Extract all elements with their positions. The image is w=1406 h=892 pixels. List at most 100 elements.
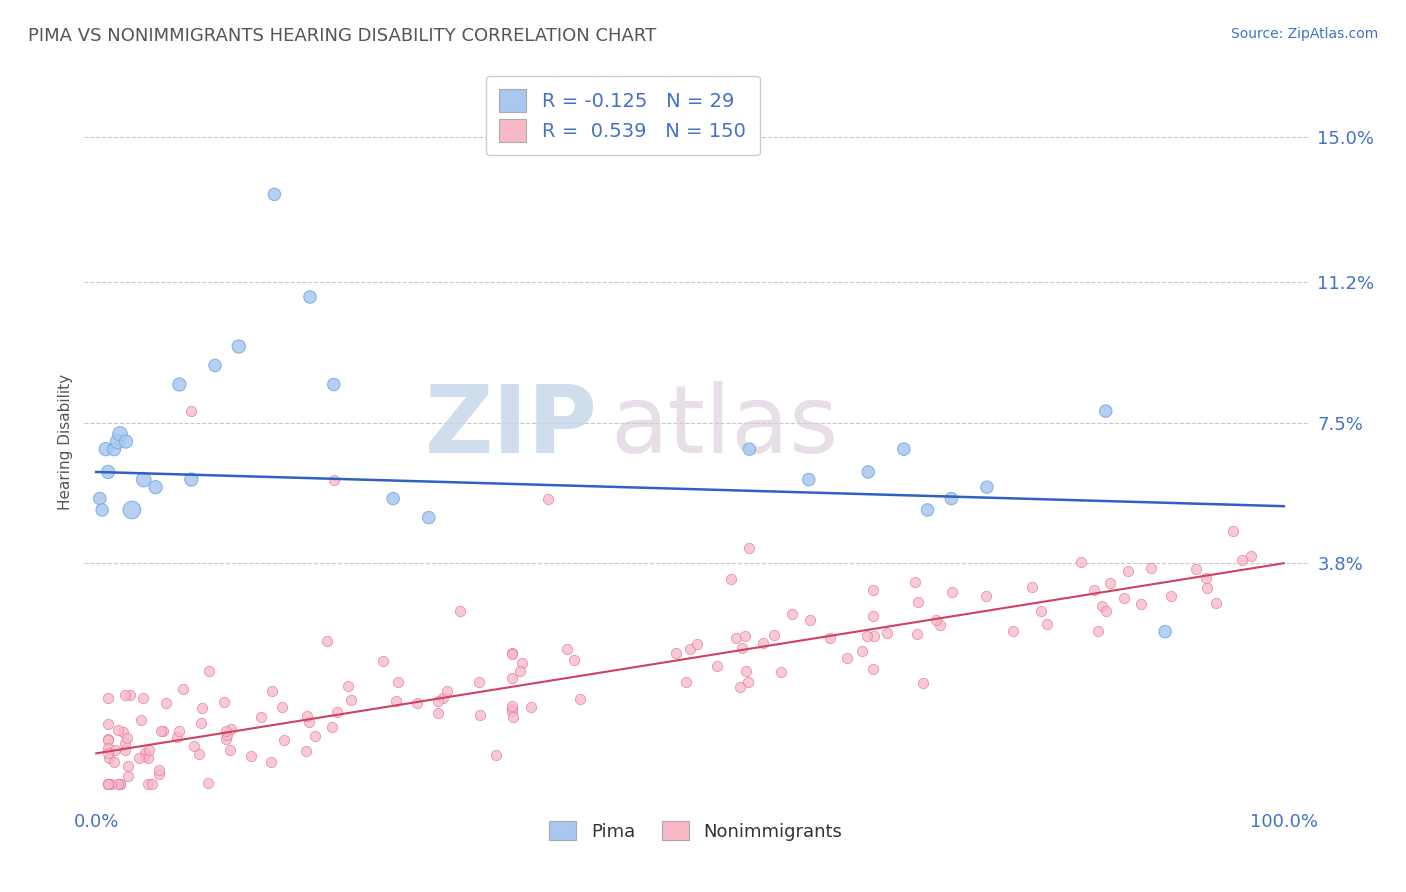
Point bbox=[520, 700, 543, 714]
Point bbox=[436, 684, 458, 698]
Point bbox=[148, 767, 170, 781]
Point bbox=[1205, 596, 1227, 610]
Point bbox=[97, 777, 120, 791]
Point bbox=[89, 491, 111, 506]
Point bbox=[111, 724, 134, 739]
Point bbox=[114, 688, 136, 702]
Point bbox=[406, 696, 429, 710]
Point bbox=[925, 613, 948, 627]
Point bbox=[340, 693, 363, 707]
Point bbox=[204, 359, 226, 373]
Point bbox=[917, 503, 939, 517]
Point bbox=[108, 426, 131, 441]
Point bbox=[928, 617, 950, 632]
Point bbox=[449, 604, 471, 618]
Point bbox=[188, 747, 211, 761]
Point bbox=[799, 613, 821, 627]
Point bbox=[298, 714, 321, 729]
Point bbox=[326, 706, 349, 720]
Point bbox=[97, 732, 120, 747]
Point bbox=[501, 702, 523, 716]
Point bbox=[114, 743, 136, 757]
Point bbox=[131, 714, 153, 728]
Point bbox=[322, 473, 344, 487]
Point bbox=[385, 694, 408, 708]
Point bbox=[1195, 571, 1218, 585]
Point bbox=[1197, 581, 1219, 595]
Point bbox=[568, 691, 591, 706]
Point bbox=[1118, 564, 1140, 578]
Point bbox=[103, 755, 125, 769]
Point bbox=[169, 377, 191, 392]
Point bbox=[94, 442, 117, 457]
Point bbox=[555, 642, 578, 657]
Text: atlas: atlas bbox=[610, 381, 838, 473]
Point bbox=[104, 743, 127, 757]
Point bbox=[907, 595, 929, 609]
Point bbox=[862, 609, 884, 624]
Point bbox=[152, 724, 174, 739]
Point bbox=[797, 473, 820, 487]
Point bbox=[856, 465, 879, 479]
Point bbox=[1091, 599, 1114, 613]
Point bbox=[501, 647, 523, 661]
Point bbox=[197, 776, 219, 790]
Y-axis label: Hearing Disability: Hearing Disability bbox=[58, 374, 73, 509]
Point bbox=[502, 710, 524, 724]
Point bbox=[150, 723, 173, 738]
Point bbox=[1160, 590, 1182, 604]
Point bbox=[115, 434, 138, 449]
Point bbox=[432, 690, 454, 705]
Point bbox=[110, 777, 132, 791]
Point bbox=[304, 729, 326, 743]
Point bbox=[271, 700, 294, 714]
Point bbox=[862, 662, 884, 676]
Point bbox=[263, 187, 285, 202]
Point bbox=[180, 473, 202, 487]
Point bbox=[737, 675, 759, 690]
Point bbox=[97, 733, 120, 747]
Point bbox=[145, 480, 167, 494]
Point bbox=[97, 746, 120, 760]
Point bbox=[190, 715, 212, 730]
Point bbox=[155, 696, 177, 710]
Point bbox=[468, 707, 491, 722]
Point bbox=[1035, 617, 1057, 632]
Point bbox=[562, 653, 585, 667]
Point bbox=[1001, 624, 1024, 638]
Point bbox=[501, 699, 523, 714]
Point bbox=[730, 680, 752, 694]
Point bbox=[501, 704, 523, 718]
Point bbox=[371, 654, 394, 668]
Point bbox=[738, 541, 761, 555]
Point bbox=[1112, 591, 1135, 605]
Point bbox=[198, 664, 221, 678]
Point bbox=[501, 647, 523, 661]
Point bbox=[1240, 549, 1263, 564]
Point bbox=[427, 706, 450, 720]
Point bbox=[97, 716, 120, 731]
Point bbox=[172, 681, 194, 696]
Point bbox=[734, 664, 756, 678]
Point bbox=[941, 585, 963, 599]
Point bbox=[316, 634, 339, 648]
Point bbox=[1083, 582, 1105, 597]
Point bbox=[138, 743, 160, 757]
Point bbox=[134, 746, 156, 760]
Point bbox=[97, 741, 120, 756]
Point bbox=[97, 465, 120, 479]
Point bbox=[322, 377, 344, 392]
Point bbox=[665, 646, 688, 660]
Point bbox=[215, 731, 238, 746]
Point bbox=[107, 434, 129, 449]
Point bbox=[107, 777, 129, 791]
Point bbox=[1021, 580, 1043, 594]
Point bbox=[110, 777, 132, 791]
Point bbox=[117, 758, 139, 772]
Point bbox=[1154, 624, 1177, 639]
Point bbox=[734, 629, 756, 643]
Point bbox=[904, 574, 927, 589]
Point bbox=[240, 749, 263, 764]
Point bbox=[1087, 624, 1109, 639]
Point bbox=[134, 748, 156, 763]
